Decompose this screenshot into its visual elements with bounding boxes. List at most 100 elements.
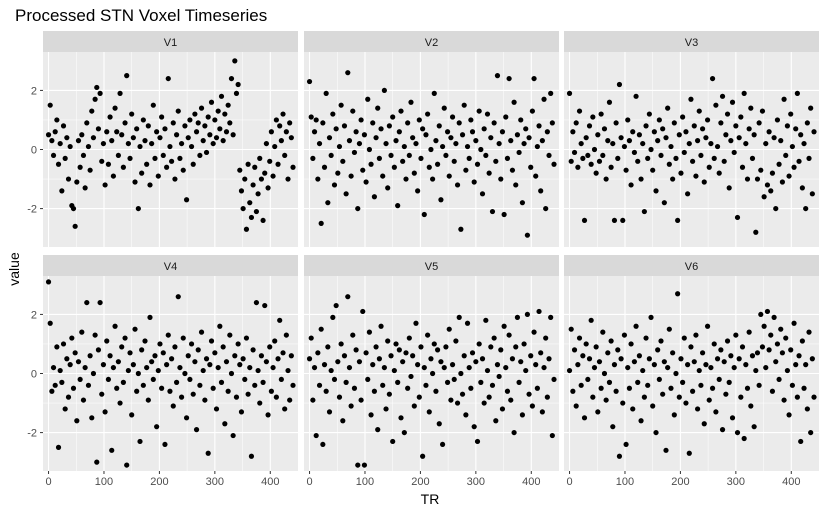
data-point — [350, 332, 356, 338]
data-point — [648, 146, 654, 153]
data-point — [85, 382, 92, 388]
data-point — [588, 161, 594, 167]
data-point — [503, 114, 509, 120]
data-point — [655, 138, 661, 144]
data-point — [713, 102, 719, 108]
data-point — [458, 370, 464, 377]
data-point — [568, 326, 574, 332]
data-point — [468, 385, 474, 391]
data-point — [125, 140, 131, 147]
data-point — [708, 140, 714, 147]
data-point — [484, 367, 491, 374]
data-point — [142, 138, 148, 144]
x-tick-label: 400 — [522, 476, 540, 488]
data-point — [164, 362, 170, 368]
data-point — [351, 385, 358, 391]
data-point — [50, 152, 57, 159]
data-point — [423, 132, 429, 138]
data-point — [464, 320, 471, 326]
data-point — [734, 429, 741, 436]
data-point — [794, 394, 800, 400]
data-point — [521, 140, 527, 147]
data-point — [446, 326, 452, 332]
data-point — [484, 111, 491, 117]
x-tick-label: 100 — [356, 476, 374, 488]
y-axis-title: value — [6, 252, 22, 286]
data-point — [758, 311, 764, 318]
facet-strip-label: V2 — [425, 37, 438, 49]
data-point — [287, 120, 293, 126]
data-point — [626, 385, 633, 391]
data-point — [431, 341, 437, 347]
data-point — [90, 370, 97, 377]
data-point — [809, 356, 815, 362]
data-point — [315, 350, 321, 356]
data-point — [580, 353, 586, 359]
data-point — [650, 403, 656, 409]
data-point — [79, 132, 85, 138]
data-point — [809, 191, 815, 197]
data-point — [586, 356, 593, 362]
x-tick-label: 200 — [671, 476, 689, 488]
data-point — [388, 353, 394, 359]
data-point — [420, 453, 426, 459]
data-point — [275, 356, 281, 362]
data-point — [590, 394, 596, 400]
data-point — [393, 138, 399, 144]
data-point — [383, 406, 389, 412]
data-point — [165, 75, 171, 82]
data-point — [743, 140, 749, 147]
data-point — [808, 105, 814, 111]
data-point — [207, 362, 213, 368]
data-point — [423, 382, 429, 388]
data-point — [396, 129, 402, 135]
data-point — [504, 388, 511, 394]
data-point — [188, 143, 195, 150]
data-point — [643, 335, 649, 341]
x-tick-label: 100 — [95, 476, 113, 488]
data-point — [406, 152, 412, 159]
data-point — [200, 367, 206, 374]
data-point — [688, 344, 694, 350]
data-point — [536, 123, 542, 129]
data-point — [223, 359, 230, 365]
data-point — [645, 382, 651, 388]
data-point — [754, 176, 761, 182]
data-point — [503, 364, 509, 371]
data-point — [481, 400, 487, 406]
data-point — [252, 164, 258, 170]
data-point — [666, 161, 672, 167]
data-point — [598, 111, 604, 117]
data-point — [361, 462, 368, 468]
data-point — [361, 132, 368, 138]
data-point — [60, 123, 67, 129]
data-point — [217, 323, 223, 329]
data-point — [115, 359, 121, 365]
data-point — [661, 200, 667, 206]
data-point — [410, 135, 416, 141]
data-point — [610, 424, 616, 430]
data-point — [268, 388, 274, 394]
data-point — [149, 140, 155, 147]
data-point — [751, 424, 757, 430]
data-point — [431, 90, 437, 96]
data-point — [112, 105, 118, 111]
data-point — [474, 161, 481, 167]
data-point — [70, 205, 77, 212]
data-point — [365, 376, 371, 383]
data-point — [696, 108, 702, 114]
data-point — [326, 135, 333, 141]
data-point — [213, 406, 220, 412]
data-point — [421, 364, 427, 371]
data-point — [185, 135, 191, 141]
data-point — [277, 317, 283, 323]
data-point — [656, 376, 662, 383]
data-point — [117, 90, 123, 96]
data-point — [390, 438, 396, 445]
data-point — [734, 214, 741, 221]
data-point — [693, 332, 699, 338]
data-point — [336, 394, 343, 400]
data-point — [768, 188, 774, 194]
data-point — [94, 84, 100, 91]
data-point — [311, 129, 318, 135]
